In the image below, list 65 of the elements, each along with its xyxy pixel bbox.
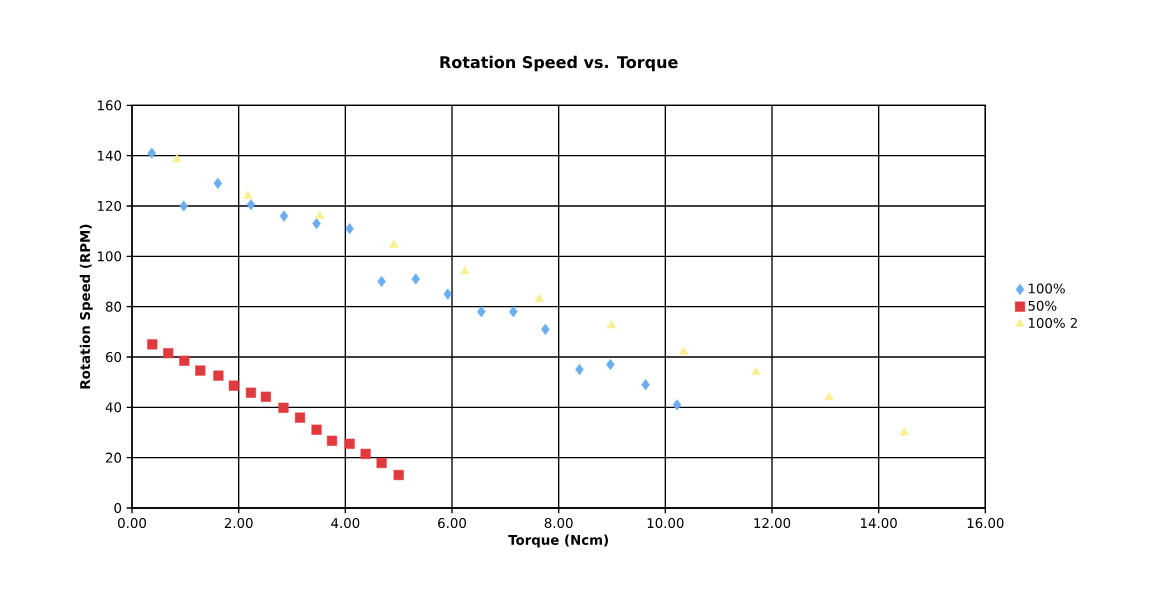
y-tick-label: 20 [105, 452, 122, 463]
point [345, 223, 354, 235]
chart-title: Rotation Speed vs. Torque [440, 55, 678, 72]
point [411, 273, 421, 285]
point [246, 199, 256, 211]
point [344, 438, 355, 449]
point [477, 306, 486, 318]
y-tick-label: 80 [105, 301, 122, 312]
point [393, 469, 404, 481]
y-tick-label: 60 [105, 351, 122, 363]
point [509, 306, 518, 318]
point [260, 391, 271, 402]
point [326, 435, 338, 446]
point [179, 355, 190, 366]
x-tick-label: 14.00 [861, 518, 897, 529]
point [541, 323, 550, 335]
point [376, 457, 387, 469]
point [213, 370, 224, 381]
legend-label: 50% [1028, 300, 1057, 311]
point [824, 391, 834, 401]
x-tick-label: 8.00 [544, 518, 573, 529]
point [179, 200, 189, 212]
point [606, 320, 617, 329]
point [678, 346, 689, 355]
x-tick-label: 16.00 [967, 518, 1004, 529]
x-tick-label: 0.00 [118, 518, 146, 529]
x-tick-label: 6.00 [438, 518, 466, 529]
point [360, 448, 371, 459]
point [228, 380, 239, 391]
point [443, 288, 453, 300]
point [672, 399, 682, 411]
point [312, 218, 321, 230]
y-tick-label: 120 [97, 200, 122, 212]
y-tick-label: 0 [114, 502, 122, 514]
point [147, 339, 158, 350]
point [213, 177, 223, 189]
y-tick-label: 140 [97, 150, 122, 161]
point [245, 387, 257, 398]
x-tick-label: 2.00 [224, 518, 253, 529]
point [147, 147, 157, 159]
point [195, 365, 206, 376]
point [389, 239, 399, 248]
point [243, 190, 253, 199]
legend-label: 100% 2 [1028, 317, 1077, 329]
point [278, 402, 289, 413]
y-axis-title: Rotation Speed (RPM) [79, 224, 93, 389]
point [534, 293, 545, 302]
y-tick-label: 40 [105, 402, 122, 413]
x-tick-label: 4.00 [331, 518, 360, 529]
x-tick-label: 12.00 [754, 518, 791, 529]
x-axis-title: Torque (Ncm) [508, 534, 608, 548]
point [163, 348, 174, 359]
point [279, 210, 289, 222]
point [460, 266, 470, 275]
x-tick-label: 10.00 [647, 518, 684, 529]
point [311, 424, 322, 435]
point [641, 379, 650, 391]
point [751, 366, 761, 375]
point [294, 412, 306, 423]
point [315, 210, 325, 219]
point [899, 427, 909, 436]
legend-label: 100% [1028, 283, 1065, 294]
point [172, 154, 182, 163]
y-tick-label: 100 [97, 251, 122, 262]
y-tick-label: 160 [97, 100, 122, 111]
